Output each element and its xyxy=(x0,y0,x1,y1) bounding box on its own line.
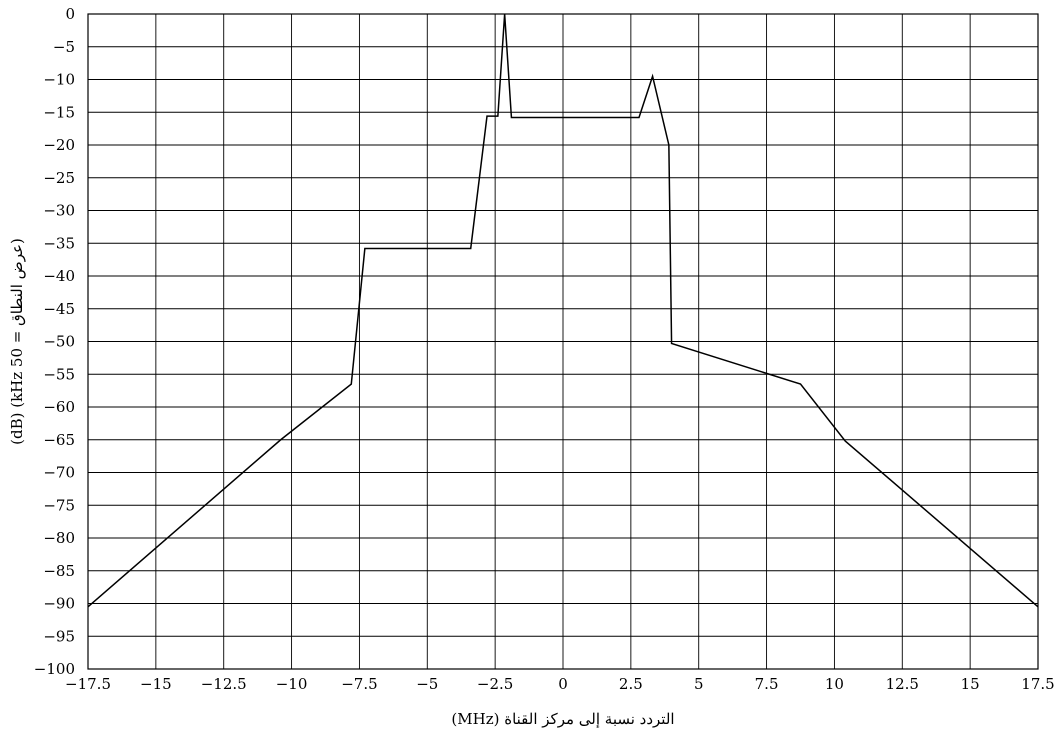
y-tick-label: −50 xyxy=(43,333,75,351)
x-tick-label: 0 xyxy=(558,675,568,693)
x-tick-label: −17.5 xyxy=(65,675,111,693)
x-tick-label: −10 xyxy=(276,675,308,693)
x-tick-label: −5 xyxy=(416,675,438,693)
y-tick-label: −60 xyxy=(43,398,75,416)
y-tick-label: −35 xyxy=(43,234,75,252)
y-tick-label: −20 xyxy=(43,136,75,154)
x-tick-label: 2.5 xyxy=(619,675,643,693)
series-line xyxy=(87,13,1039,608)
x-tick-label: 17.5 xyxy=(1021,675,1054,693)
y-tick-label: −45 xyxy=(43,300,75,318)
x-tick-label: 5 xyxy=(694,675,704,693)
y-tick-label: −95 xyxy=(43,627,75,645)
y-axis-title: (dB) (kHz 50 = عرض النطاق) xyxy=(8,238,26,445)
y-tick-label: −65 xyxy=(43,431,75,449)
y-tick-label: −80 xyxy=(43,529,75,547)
y-tick-label: −85 xyxy=(43,562,75,580)
y-tick-label: −25 xyxy=(43,169,75,187)
y-tick-label: −75 xyxy=(43,496,75,514)
y-axis-ticks: 0 −5 −10 −15 −20 −25 −30 −35 −40 −45 −50 −55 −60 −65 −… xyxy=(34,5,75,678)
x-tick-label: 12.5 xyxy=(886,675,919,693)
x-tick-label: 10 xyxy=(825,675,844,693)
y-tick-label: −40 xyxy=(43,267,75,285)
x-axis-ticks: −17.5 −15 −12.5 −10 −7.5 −5 −2.5 0 2.5 5 7.5 10 12.5… xyxy=(65,675,1055,693)
y-tick-label: −55 xyxy=(43,365,75,383)
x-axis-title: التردد نسبة إلى مركز القناة (MHz) xyxy=(451,710,674,728)
y-tick-label: −15 xyxy=(43,103,75,121)
y-tick-label: 0 xyxy=(65,5,75,23)
x-tick-label: −2.5 xyxy=(477,675,513,693)
x-tick-label: −7.5 xyxy=(341,675,377,693)
y-tick-label: −70 xyxy=(43,464,75,482)
y-tick-label: −5 xyxy=(53,38,75,56)
y-tick-label: −90 xyxy=(43,595,75,613)
y-tick-label: −10 xyxy=(43,71,75,89)
grid xyxy=(87,13,1039,670)
plot-frame xyxy=(87,13,1039,670)
y-tick-label: −100 xyxy=(34,660,75,678)
x-tick-label: 15 xyxy=(961,675,980,693)
x-tick-label: −12.5 xyxy=(201,675,247,693)
y-tick-label: −30 xyxy=(43,202,75,220)
x-tick-label: −15 xyxy=(140,675,172,693)
x-tick-label: 7.5 xyxy=(755,675,779,693)
